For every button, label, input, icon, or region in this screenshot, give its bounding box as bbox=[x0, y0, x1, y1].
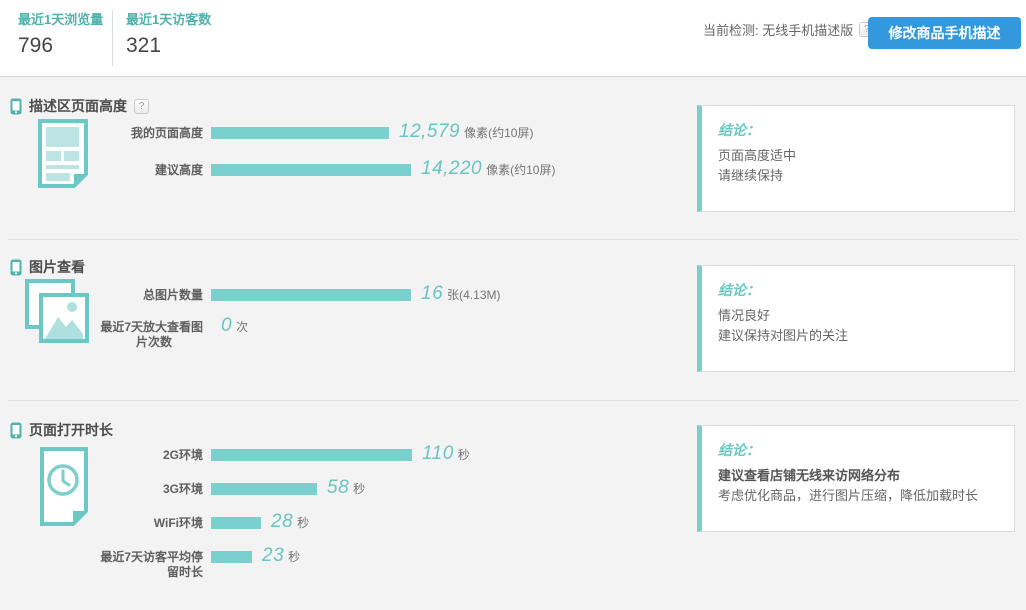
top-header-bar: 最近1天浏览量 796 最近1天访客数 321 当前检测: 无线手机描述版 ? … bbox=[0, 0, 1026, 77]
metric-row: 总图片数量 16 张(4.13M) bbox=[0, 283, 501, 320]
section-page-height: 描述区页面高度 ? 我的页面高度 12,579 像素(约10屏) 建议高度 14,… bbox=[0, 77, 1026, 239]
bar bbox=[211, 164, 411, 176]
conclusion-title: 结论： bbox=[718, 442, 760, 458]
metric-row: 2G环境 110 秒 bbox=[0, 443, 470, 482]
metric-unit: 像素(约10屏) bbox=[486, 163, 556, 177]
metric-rows: 我的页面高度 12,579 像素(约10屏) 建议高度 14,220 像素(约10屏… bbox=[0, 121, 556, 200]
stat-visitors: 最近1天访客数 321 bbox=[126, 12, 211, 58]
current-detection-label: 当前检测: 无线手机描述版 bbox=[703, 23, 854, 38]
section-page-height-header: 描述区页面高度 ? bbox=[10, 96, 149, 116]
metric-row: 建议高度 14,220 像素(约10屏) bbox=[0, 158, 556, 200]
section-image-views-header: 图片查看 bbox=[10, 257, 85, 277]
mobile-icon bbox=[10, 259, 22, 275]
stat-pageviews: 最近1天浏览量 796 bbox=[18, 12, 103, 58]
help-icon[interactable]: ? bbox=[134, 98, 149, 114]
metric-unit: 张(4.13M) bbox=[447, 288, 501, 302]
metric-label: 总图片数量 bbox=[142, 288, 203, 302]
clock-page-icon bbox=[40, 447, 88, 526]
metric-value: 12,579 bbox=[399, 121, 461, 142]
stat-pageviews-label: 最近1天浏览量 bbox=[18, 12, 104, 27]
metric-value: 16 bbox=[421, 283, 444, 304]
metric-value: 14,220 bbox=[421, 158, 483, 179]
metric-unit: 秒 bbox=[353, 482, 366, 496]
stat-visitors-value: 321 bbox=[126, 34, 162, 57]
section-title: 描述区页面高度 bbox=[29, 98, 127, 114]
metric-value: 58 bbox=[327, 477, 350, 498]
photos-icon bbox=[25, 279, 89, 343]
metric-unit: 秒 bbox=[457, 448, 470, 462]
conclusion-title: 结论： bbox=[718, 122, 760, 138]
conclusion-line: 建议查看店铺无线来访网络分布 bbox=[718, 468, 901, 483]
metric-row: 3G环境 58 秒 bbox=[0, 477, 470, 516]
metric-label: 最近7天放大查看图 片次数 bbox=[100, 320, 203, 349]
metric-row: 最近7天访客平均停 留时长 23 秒 bbox=[0, 545, 470, 584]
conclusion-title: 结论： bbox=[718, 282, 760, 298]
section-divider bbox=[8, 239, 1018, 240]
stats-divider bbox=[112, 10, 113, 66]
conclusion-line: 建议保持对图片的关注 bbox=[718, 328, 849, 343]
bar bbox=[211, 483, 317, 495]
metric-label: 2G环境 bbox=[162, 448, 203, 462]
page-layout-icon bbox=[38, 119, 88, 188]
metric-label: 最近7天访客平均停 留时长 bbox=[100, 550, 203, 579]
metric-unit: 秒 bbox=[288, 550, 301, 564]
section-title: 页面打开时长 bbox=[29, 422, 113, 438]
metric-label: 我的页面高度 bbox=[130, 126, 203, 140]
metric-value: 0 bbox=[221, 315, 233, 336]
metric-row: 我的页面高度 12,579 像素(约10屏) bbox=[0, 121, 555, 163]
bar bbox=[211, 517, 261, 529]
conclusion-line: 考虑优化商品，进行图片压缩，降低加载时长 bbox=[718, 488, 979, 503]
section-open-duration: 页面打开时长 2G环境 110 秒 3G环境 58 秒 WiFi环境 28 秒 bbox=[0, 400, 1026, 610]
section-divider bbox=[8, 400, 1018, 401]
bar bbox=[211, 289, 411, 301]
metric-value: 28 bbox=[271, 511, 294, 532]
bar bbox=[211, 551, 252, 563]
metric-rows: 2G环境 110 秒 3G环境 58 秒 WiFi环境 28 秒 最近7天访客平均停留… bbox=[0, 443, 470, 584]
bar bbox=[211, 127, 389, 139]
stat-pageviews-value: 796 bbox=[18, 34, 54, 57]
current-detection: 当前检测: 无线手机描述版 ? bbox=[703, 20, 875, 39]
section-open-duration-header: 页面打开时长 bbox=[10, 420, 113, 440]
metric-unit: 次 bbox=[236, 320, 249, 334]
metric-label: 3G环境 bbox=[162, 482, 203, 496]
report-content: 描述区页面高度 ? 我的页面高度 12,579 像素(约10屏) 建议高度 14,… bbox=[0, 77, 1026, 610]
conclusion-line: 请继续保持 bbox=[718, 168, 784, 183]
conclusion-line: 情况良好 bbox=[718, 308, 771, 323]
metric-value: 110 bbox=[422, 443, 454, 464]
section-title: 图片查看 bbox=[29, 259, 85, 275]
metric-unit: 秒 bbox=[297, 516, 310, 530]
conclusion-box: 结论： 页面高度适中 请继续保持 bbox=[697, 105, 1015, 212]
metric-unit: 像素(约10屏) bbox=[464, 126, 534, 140]
bar bbox=[211, 449, 412, 461]
stat-visitors-label: 最近1天访客数 bbox=[126, 12, 212, 27]
metric-value: 23 bbox=[262, 545, 285, 566]
conclusion-box: 结论： 情况良好 建议保持对图片的关注 bbox=[697, 265, 1015, 372]
conclusion-box: 结论： 建议查看店铺无线来访网络分布 考虑优化商品，进行图片压缩，降低加载时长 bbox=[697, 425, 1015, 532]
metric-label: 建议高度 bbox=[154, 163, 203, 177]
edit-mobile-description-button[interactable]: 修改商品手机描述 bbox=[868, 17, 1021, 49]
metric-label: WiFi环境 bbox=[153, 516, 203, 530]
metric-row: WiFi环境 28 秒 bbox=[0, 511, 470, 550]
mobile-icon bbox=[10, 422, 22, 438]
conclusion-line: 页面高度适中 bbox=[718, 148, 797, 163]
mobile-icon bbox=[10, 98, 22, 114]
